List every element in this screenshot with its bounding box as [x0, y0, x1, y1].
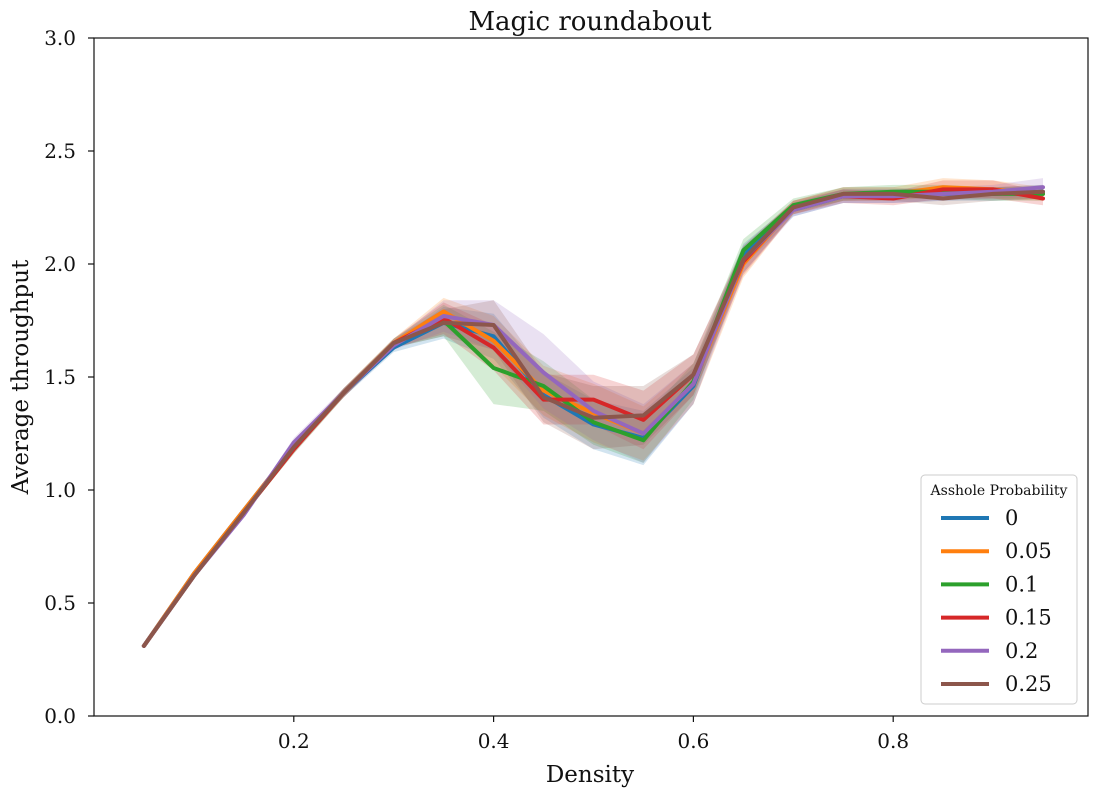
y-tick-label: 2.5	[44, 139, 76, 163]
series-lines	[141, 185, 1045, 648]
line-series-4	[141, 185, 1045, 648]
x-axis: 0.2 0.4 0.6 0.8	[278, 716, 909, 753]
legend-label-2: 0.1	[1005, 572, 1038, 596]
x-tick-label: 0.4	[478, 729, 510, 753]
legend-label-5: 0.25	[1005, 672, 1052, 696]
y-tick-label: 1.0	[44, 478, 76, 502]
y-tick-label: 3.0	[44, 26, 76, 50]
y-axis: 0.0 0.5 1.0 1.5 2.0 2.5 3.0	[44, 26, 94, 728]
legend-label-0: 0	[1005, 506, 1018, 530]
x-tick-label: 0.2	[278, 729, 310, 753]
legend-title: Asshole Probability	[930, 483, 1068, 499]
legend-label-3: 0.15	[1005, 606, 1052, 630]
x-axis-title: Density	[546, 762, 634, 788]
y-tick-label: 2.0	[44, 252, 76, 276]
legend-label-4: 0.2	[1005, 639, 1038, 663]
line-series-5	[141, 189, 1045, 648]
y-tick-label: 0.0	[44, 704, 76, 728]
x-tick-label: 0.8	[877, 729, 909, 753]
legend-label-1: 0.05	[1005, 539, 1052, 563]
x-tick-label: 0.6	[677, 729, 709, 753]
legend-box	[920, 474, 1078, 705]
y-tick-label: 1.5	[44, 365, 76, 389]
chart-title: Magic roundabout	[468, 7, 712, 37]
y-axis-title: Average throughput	[8, 259, 34, 495]
legend: Asshole Probability 0 0.05 0.1 0.15 0.2 0.25	[920, 474, 1078, 705]
y-tick-label: 0.5	[44, 591, 76, 615]
